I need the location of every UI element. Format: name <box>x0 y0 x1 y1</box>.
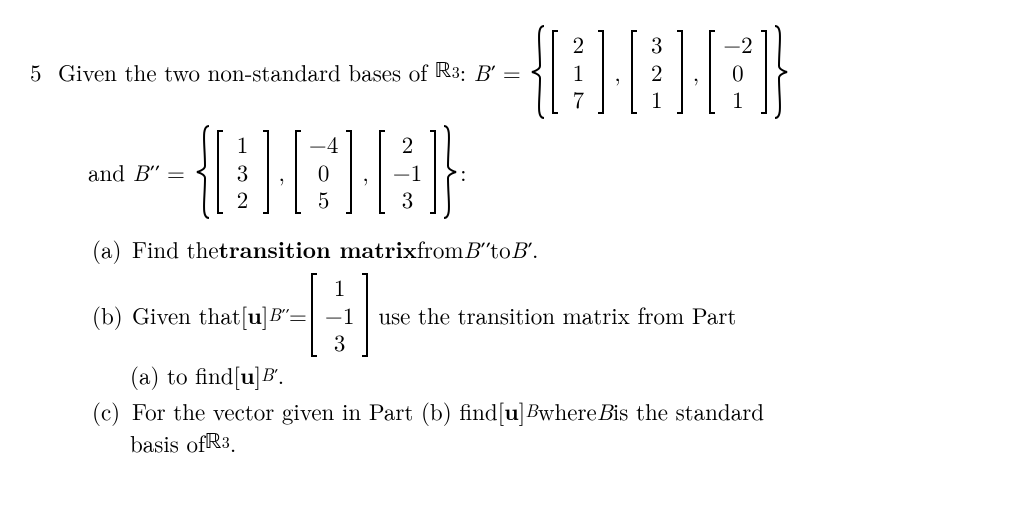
cell: 5 <box>309 186 338 212</box>
problem-number: 5 <box>30 57 58 87</box>
part-c-text-1: For the vector given in Part (b) find <box>132 396 498 426</box>
u-vector2: u <box>240 360 255 390</box>
symbol-R: ℝ <box>435 57 452 87</box>
bracket-left-icon <box>550 29 560 115</box>
part-a-text-3: to <box>490 234 510 264</box>
part-b-label: (b) <box>92 300 132 330</box>
cell: 1 <box>723 86 752 112</box>
comma: , <box>356 157 374 187</box>
symbol-R-sup-2: 3 <box>222 432 230 453</box>
bracket-left-icon <box>215 129 225 215</box>
bracket-left-icon <box>309 272 319 358</box>
text-given-bases: Given the two non-standard bases of <box>58 57 435 87</box>
text-colon: : <box>460 57 474 87</box>
problem-line-1: 5 Given the two non-standard bases of ℝ3… <box>30 24 994 120</box>
part-c-end: . <box>230 428 236 458</box>
part-c: (c) For the vector given in Part (b) fin… <box>30 396 994 426</box>
bracket-right-icon <box>596 29 606 115</box>
comma: , <box>687 57 705 87</box>
cell: 2 <box>231 186 255 212</box>
cell: 7 <box>566 86 590 112</box>
cell: 2 <box>566 31 590 57</box>
cell: 3 <box>645 31 669 57</box>
brace-left-icon <box>193 124 213 220</box>
vector-b2-1: 132 <box>215 129 271 215</box>
symbol-R-sup: 3 <box>452 62 460 83</box>
symbol-Bprime: B′ <box>474 57 495 87</box>
vector-b1-3: −201 <box>707 29 768 115</box>
part-c-text-3: is the standard <box>613 396 764 426</box>
part-a-text-2: from <box>417 234 464 264</box>
part-b-cont: (a) to find [u]B′ . <box>30 360 994 390</box>
basis-Bpp-set: 132 , −405 , 2−13 <box>193 124 461 220</box>
u-vector: u <box>247 300 262 330</box>
bracket-left-icon <box>707 29 717 115</box>
cell: 1 <box>645 86 669 112</box>
u-vector3: u <box>504 396 519 426</box>
subscript-bprime: B′ <box>261 363 278 386</box>
brace-right-icon <box>440 124 460 220</box>
text-colon-end: : <box>460 157 466 187</box>
brace-left-icon <box>528 24 548 120</box>
cell: 2 <box>393 131 422 157</box>
part-c-cont: basis of ℝ3 . <box>30 428 994 458</box>
bracket-left-icon <box>629 29 639 115</box>
vector-b2-2: −405 <box>293 129 354 215</box>
bracket-right-icon <box>428 129 438 215</box>
cell: 1 <box>325 274 354 300</box>
symbol-Bpp: B′′ <box>133 157 160 187</box>
page: 5 Given the two non-standard bases of ℝ3… <box>0 0 1024 458</box>
text-eq2: = <box>159 157 192 187</box>
vector-b1-1: 217 <box>550 29 606 115</box>
subscript-bpp: B′′ <box>268 303 289 326</box>
basis-Bprime-set: 217 , 321 , −201 <box>528 24 790 120</box>
bracket-right-icon <box>759 29 769 115</box>
part-b-eq: = <box>289 300 307 330</box>
vector-b2-3: 2−13 <box>377 129 438 215</box>
bracket-left-icon <box>377 129 387 215</box>
part-a-to: B′ <box>511 234 532 264</box>
subscript-b: B <box>525 399 538 422</box>
bracket-right-icon <box>344 129 354 215</box>
part-a-from: B′′ <box>464 234 491 264</box>
cell: −2 <box>723 31 752 57</box>
part-c-label: (c) <box>92 396 132 426</box>
vector-b1-2: 321 <box>629 29 685 115</box>
part-c-cont-text: basis of <box>130 428 205 458</box>
vector-u: 1−13 <box>309 272 370 358</box>
symbol-B: B <box>597 396 613 426</box>
bracket-right-icon <box>675 29 685 115</box>
bracket-right-icon <box>261 129 271 215</box>
brace-right-icon <box>771 24 791 120</box>
part-a-label: (a) <box>92 234 132 264</box>
part-b-cont-text: (a) to find <box>130 360 234 390</box>
problem-line-2: and B′′ = 132 , −405 , <box>30 124 994 220</box>
part-a-bold: transition matrix <box>219 234 417 264</box>
part-a: (a) Find the transition matrix from B′′ … <box>30 234 994 264</box>
comma: , <box>608 57 626 87</box>
cell: 1 <box>231 131 255 157</box>
part-a-text-1: Find the <box>132 234 219 264</box>
part-c-text-2: where <box>538 396 597 426</box>
part-b-end: . <box>278 360 284 390</box>
text-and: and <box>88 157 133 187</box>
bracket-left-icon <box>293 129 303 215</box>
cell: −4 <box>309 131 338 157</box>
symbol-R-2: ℝ <box>205 428 222 458</box>
cell: 3 <box>325 329 354 355</box>
cell: 3 <box>393 186 422 212</box>
part-b-text-1: Given that <box>132 300 241 330</box>
bracket-right-icon <box>360 272 370 358</box>
part-a-end: . <box>532 234 538 264</box>
part-b-text-2: use the transition matrix from Part <box>378 300 736 330</box>
part-b: (b) Given that [u]B′′ = 1−13 use the tra… <box>30 272 994 358</box>
text-eq: = <box>495 57 528 87</box>
comma: , <box>273 157 291 187</box>
